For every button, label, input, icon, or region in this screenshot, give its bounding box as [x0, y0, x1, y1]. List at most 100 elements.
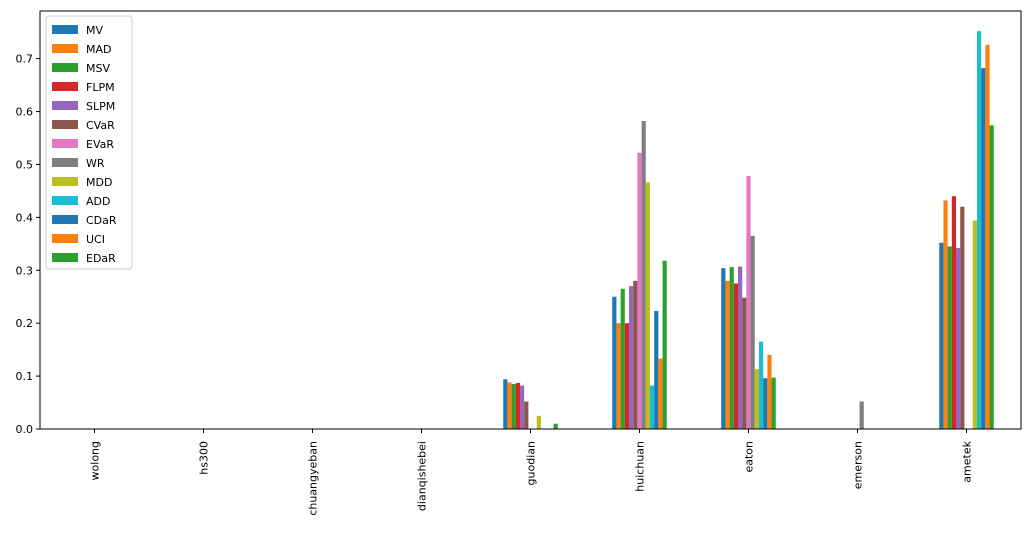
series-msv — [511, 246, 952, 429]
bar-cdar-ametek — [981, 68, 986, 429]
bar-edar-guodian — [553, 423, 558, 429]
plot-background — [40, 11, 1021, 429]
legend-swatch-flpm — [52, 82, 78, 91]
y-tick-label: 0.0 — [16, 423, 34, 436]
bar-cvar-eaton — [742, 297, 747, 429]
y-axis: 0.0 0.1 0.2 0.3 0.4 0.5 0.6 0.7 — [16, 53, 40, 436]
series-uci — [658, 44, 990, 430]
x-tick-label: chuangyeban — [307, 441, 320, 516]
x-tick-label: ametek — [961, 440, 974, 482]
legend-frame — [45, 15, 133, 270]
legend-swatch-cdar — [52, 215, 78, 224]
bar-cvar-ametek — [960, 206, 965, 429]
y-tick-label: 0.1 — [16, 370, 34, 383]
bar-mad-huichuan — [616, 323, 621, 429]
legend-swatch-mdd — [52, 177, 78, 186]
bar-mv-eaton — [721, 268, 726, 429]
bar-slpm-eaton — [738, 266, 743, 429]
x-tick-label: huichuan — [634, 441, 647, 492]
bar-edar-huichuan — [662, 260, 667, 429]
bar-slpm-huichuan — [629, 286, 634, 429]
bar-mdd-huichuan — [645, 182, 650, 429]
legend-label-cdar: CDaR — [86, 214, 117, 227]
bar-mad-ametek — [943, 200, 948, 429]
bars-layer — [503, 31, 994, 430]
legend-label-mdd: MDD — [86, 176, 112, 189]
y-tick-label: 0.2 — [16, 317, 34, 330]
legend-swatch-evar — [52, 139, 78, 148]
bar-add-ametek — [976, 31, 982, 430]
bar-evar-eaton — [746, 176, 751, 429]
bar-uci-eaton — [767, 354, 772, 429]
series-mdd — [536, 182, 977, 429]
bar-flpm-ametek — [951, 196, 957, 429]
legend-label-wr: WR — [86, 157, 105, 170]
bar-mdd-guodian — [536, 415, 541, 429]
bar-cdar-huichuan — [654, 311, 659, 429]
legend-label-flpm: FLPM — [86, 81, 115, 94]
legend-swatch-edar — [52, 253, 78, 262]
legend-label-mv: MV — [86, 24, 103, 37]
bar-add-huichuan — [649, 385, 655, 429]
bar-cdar-eaton — [763, 378, 768, 429]
bar-msv-guodian — [511, 384, 516, 429]
legend-swatch-mv — [52, 25, 78, 34]
legend-swatch-add — [52, 196, 78, 205]
legend-swatch-wr — [52, 158, 78, 167]
legend-label-msv: MSV — [86, 62, 110, 75]
series-flpm — [515, 196, 957, 429]
bar-msv-eaton — [729, 267, 734, 429]
legend-swatch-slpm — [52, 101, 78, 110]
x-axis: wolong hs300 chuangyeban dianqishebei guodia… — [89, 429, 974, 516]
bar-msv-huichuan — [620, 288, 625, 429]
bar-mad-guodian — [507, 382, 512, 429]
bar-cvar-huichuan — [633, 280, 638, 429]
bar-flpm-guodian — [515, 382, 521, 429]
legend-label-cvar: CVaR — [86, 119, 115, 132]
bar-edar-eaton — [771, 377, 776, 429]
bar-mv-guodian — [503, 379, 508, 429]
legend-label-mad: MAD — [86, 43, 112, 56]
series-evar — [637, 152, 751, 430]
series-mad — [507, 200, 948, 429]
legend-label-uci: UCI — [86, 233, 105, 246]
x-tick-label: dianqishebei — [416, 441, 429, 511]
legend-swatch-msv — [52, 63, 78, 72]
series-mv — [503, 242, 944, 429]
legend-swatch-cvar — [52, 120, 78, 129]
series-cvar — [524, 206, 965, 429]
bar-mv-ametek — [939, 242, 944, 429]
x-tick-label: eaton — [743, 441, 756, 473]
bar-slpm-ametek — [956, 248, 961, 429]
bar-mv-huichuan — [612, 296, 617, 429]
bar-slpm-guodian — [520, 385, 525, 429]
bar-wr-huichuan — [641, 121, 646, 429]
bar-uci-ametek — [985, 44, 990, 430]
bar-wr-eaton — [750, 235, 755, 429]
series-add — [649, 31, 982, 430]
y-tick-label: 0.5 — [16, 158, 34, 171]
bar-flpm-huichuan — [624, 323, 630, 429]
y-tick-label: 0.6 — [16, 106, 34, 119]
series-edar — [553, 125, 994, 429]
legend-label-edar: EDaR — [86, 252, 116, 265]
bar-mad-eaton — [725, 280, 730, 429]
series-cdar — [654, 68, 986, 429]
series-wr — [641, 121, 864, 429]
legend: MV MAD MSV FLPM SLPM CVaR EVaR WR MDD ADD CDaR UCI E… — [45, 15, 133, 270]
bar-flpm-eaton — [733, 283, 739, 429]
legend-swatch-mad — [52, 44, 78, 53]
x-tick-label: emerson — [852, 441, 865, 489]
y-tick-label: 0.4 — [16, 211, 34, 224]
bar-evar-huichuan — [637, 152, 642, 430]
legend-label-slpm: SLPM — [86, 100, 115, 113]
bar-mdd-eaton — [754, 369, 759, 429]
y-tick-label: 0.7 — [16, 53, 34, 66]
legend-swatch-uci — [52, 234, 78, 243]
bar-cvar-guodian — [524, 401, 529, 429]
y-tick-label: 0.3 — [16, 264, 34, 277]
series-slpm — [520, 248, 961, 429]
x-tick-label: wolong — [89, 441, 102, 480]
